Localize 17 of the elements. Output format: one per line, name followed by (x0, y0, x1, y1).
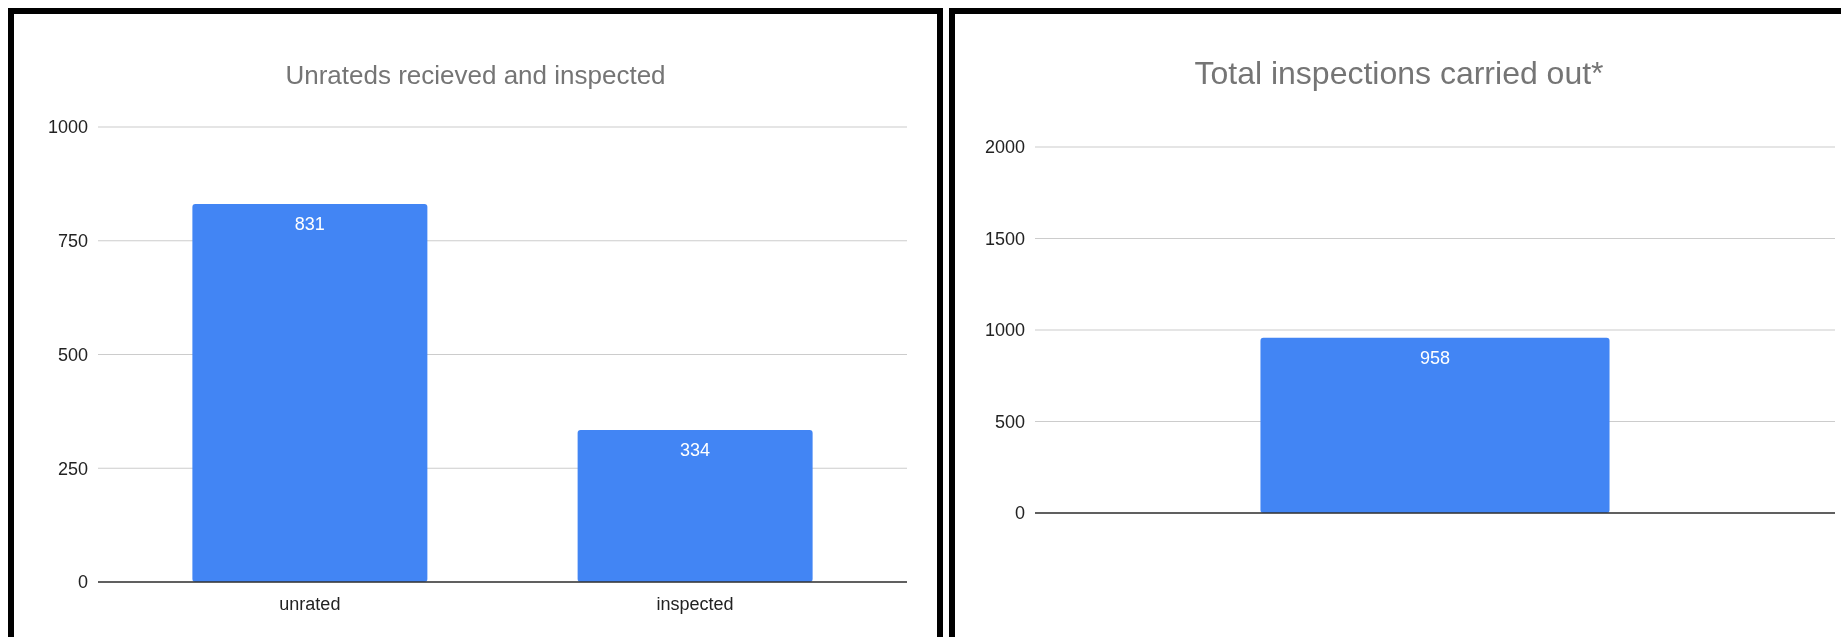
x-tick-label: inspected (656, 594, 734, 614)
y-tick-label: 500 (994, 411, 1025, 432)
y-tick-label: 500 (57, 344, 88, 365)
y-tick-label: 0 (1014, 503, 1025, 524)
chart-title: Unrateds recieved and inspected (285, 60, 666, 90)
y-tick-label: 1000 (47, 117, 88, 138)
y-tick-label: 0 (77, 572, 88, 593)
chart-title: Total inspections carried out* (1194, 55, 1604, 91)
y-tick-label: 750 (57, 231, 88, 252)
data-label: 334 (680, 440, 711, 461)
y-tick-label: 2000 (984, 137, 1025, 158)
data-label: 958 (1419, 347, 1451, 368)
x-tick-label: unrated (279, 594, 341, 614)
data-label: 831 (294, 213, 325, 234)
y-tick-label: 250 (57, 458, 88, 479)
y-tick-label: 1000 (984, 320, 1025, 341)
y-tick-label: 1500 (984, 228, 1025, 249)
